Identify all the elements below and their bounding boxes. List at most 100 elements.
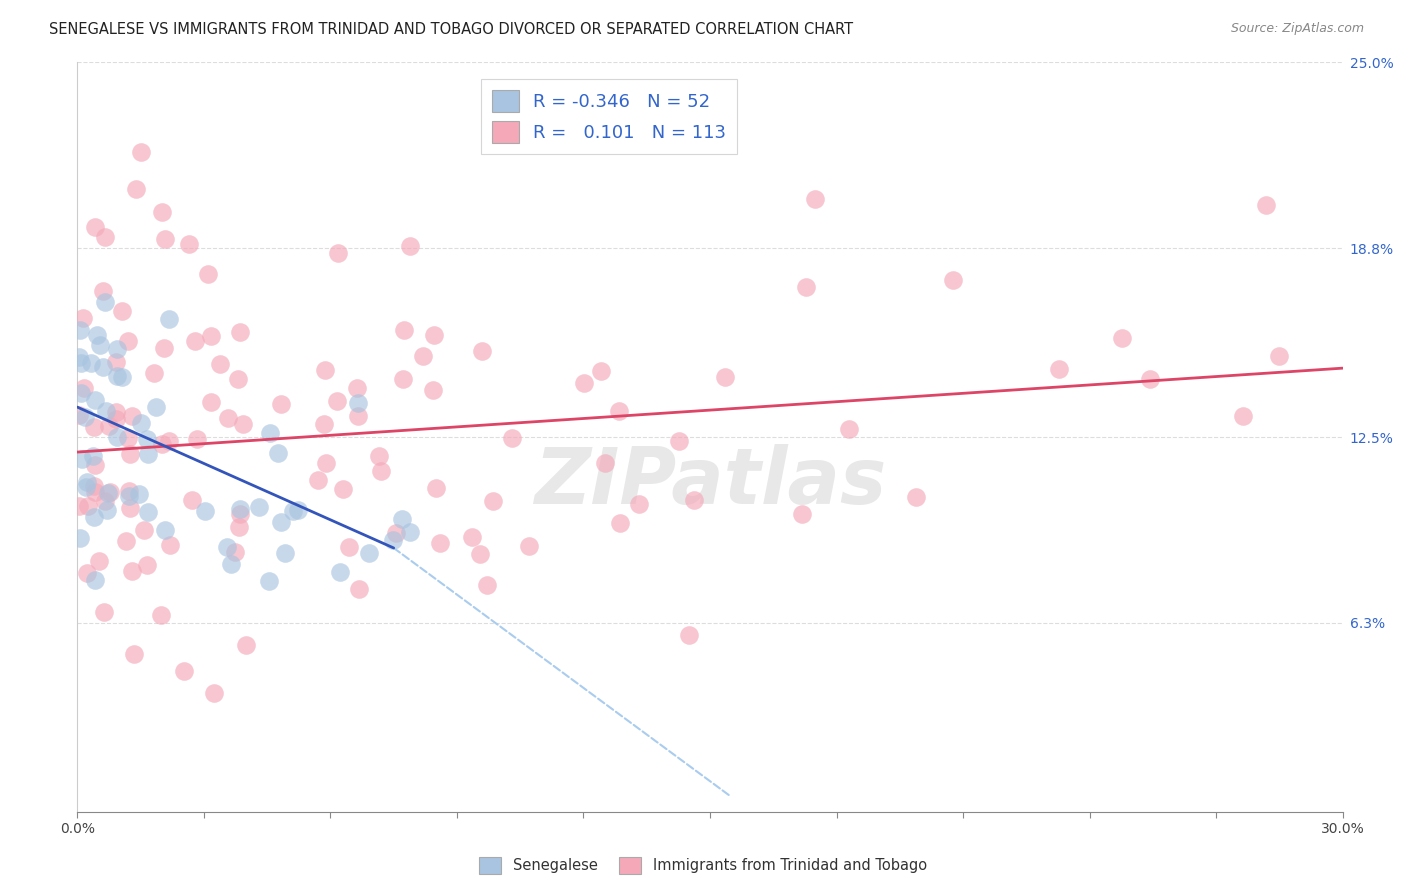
- Point: [314, 417, 336, 431]
- Point: [481, 493, 503, 508]
- Point: [76, 475, 98, 490]
- Point: [468, 547, 491, 561]
- Point: [105, 430, 128, 444]
- Point: [111, 370, 134, 384]
- Point: [804, 192, 827, 206]
- Point: [67, 350, 90, 364]
- Point: [370, 464, 392, 478]
- Point: [461, 530, 484, 544]
- Point: [105, 412, 128, 426]
- Point: [69, 323, 91, 337]
- Point: [202, 686, 225, 700]
- Point: [682, 492, 704, 507]
- Point: [181, 493, 204, 508]
- Point: [399, 525, 422, 540]
- Point: [347, 582, 370, 596]
- Legend: Senegalese, Immigrants from Trinidad and Tobago: Senegalese, Immigrants from Trinidad and…: [474, 851, 932, 880]
- Point: [794, 280, 817, 294]
- Point: [83, 478, 105, 492]
- Point: [70, 451, 93, 466]
- Point: [97, 485, 120, 500]
- Point: [792, 508, 814, 522]
- Point: [385, 526, 408, 541]
- Point: [329, 565, 352, 579]
- Point: [315, 457, 337, 471]
- Point: [422, 384, 444, 398]
- Point: [87, 554, 110, 568]
- Point: [307, 473, 329, 487]
- Point: [121, 409, 143, 424]
- Point: [83, 220, 105, 235]
- Point: [129, 145, 152, 160]
- Point: [89, 338, 111, 352]
- Point: [475, 578, 498, 592]
- Point: [200, 395, 222, 409]
- Point: [609, 404, 631, 418]
- Point: [270, 397, 292, 411]
- Point: [73, 410, 96, 425]
- Point: [69, 356, 91, 370]
- Point: [224, 545, 246, 559]
- Point: [228, 502, 250, 516]
- Point: [346, 396, 368, 410]
- Point: [118, 447, 141, 461]
- Point: [73, 380, 96, 394]
- Point: [1111, 331, 1133, 345]
- Point: [100, 484, 122, 499]
- Point: [572, 376, 595, 390]
- Point: [184, 334, 207, 348]
- Point: [93, 284, 115, 298]
- Point: [129, 417, 152, 431]
- Point: [226, 372, 249, 386]
- Point: [838, 422, 860, 436]
- Point: [121, 564, 143, 578]
- Point: [83, 484, 105, 499]
- Point: [145, 400, 167, 414]
- Point: [429, 535, 451, 549]
- Point: [194, 504, 217, 518]
- Point: [150, 205, 173, 219]
- Point: [942, 273, 965, 287]
- Point: [593, 456, 616, 470]
- Point: [86, 327, 108, 342]
- Point: [668, 434, 690, 448]
- Point: [228, 508, 250, 522]
- Point: [357, 546, 380, 560]
- Point: [186, 433, 208, 447]
- Point: [153, 523, 176, 537]
- Point: [425, 481, 447, 495]
- Point: [69, 531, 91, 545]
- Point: [398, 239, 420, 253]
- Point: [229, 325, 252, 339]
- Point: [82, 449, 104, 463]
- Point: [219, 557, 242, 571]
- Point: [111, 304, 134, 318]
- Point: [215, 540, 238, 554]
- Point: [287, 503, 309, 517]
- Point: [332, 482, 354, 496]
- Point: [346, 381, 368, 395]
- Point: [274, 546, 297, 560]
- Point: [173, 664, 195, 678]
- Point: [84, 393, 107, 408]
- Point: [314, 363, 336, 377]
- Point: [118, 489, 141, 503]
- Text: ZIPatlas: ZIPatlas: [534, 444, 886, 520]
- Point: [104, 405, 127, 419]
- Point: [94, 295, 117, 310]
- Point: [217, 411, 239, 425]
- Point: [392, 324, 415, 338]
- Point: [117, 431, 139, 445]
- Point: [678, 628, 700, 642]
- Point: [423, 327, 446, 342]
- Point: [1232, 409, 1254, 424]
- Point: [125, 182, 148, 196]
- Point: [118, 501, 141, 516]
- Point: [713, 370, 735, 384]
- Point: [143, 366, 166, 380]
- Point: [232, 417, 254, 431]
- Point: [326, 393, 349, 408]
- Point: [104, 355, 127, 369]
- Text: Source: ZipAtlas.com: Source: ZipAtlas.com: [1230, 22, 1364, 36]
- Point: [135, 432, 157, 446]
